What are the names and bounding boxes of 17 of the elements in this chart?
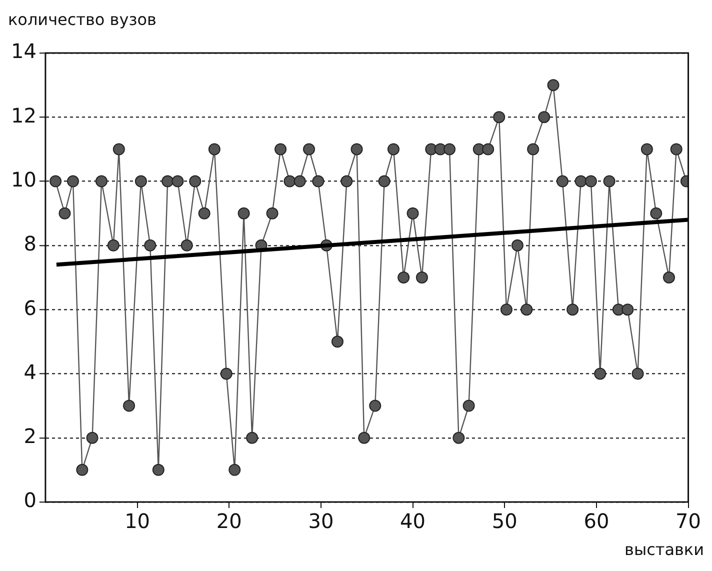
x-tick-label: 50	[492, 509, 518, 534]
x-tick-label: 30	[308, 509, 334, 534]
y-tick-label: 6	[24, 296, 36, 320]
y-axis-title: количество вузов	[8, 10, 156, 29]
x-tick-label: 20	[216, 509, 242, 534]
y-tick-label: 10	[10, 167, 36, 192]
x-tick-label: 40	[400, 509, 426, 534]
y-tick-label: 4	[24, 360, 36, 384]
y-tick-label: 0	[24, 488, 36, 512]
x-axis-title: выставки	[624, 540, 704, 559]
x-tick-label: 60	[584, 509, 610, 534]
y-tick-label: 12	[10, 103, 36, 128]
x-tick-label: 70	[676, 509, 701, 534]
y-tick-label: 14	[10, 39, 36, 64]
y-tick-label: 2	[24, 424, 36, 448]
x-tick-label: 10	[124, 509, 150, 534]
y-tick-label: 8	[24, 232, 36, 256]
